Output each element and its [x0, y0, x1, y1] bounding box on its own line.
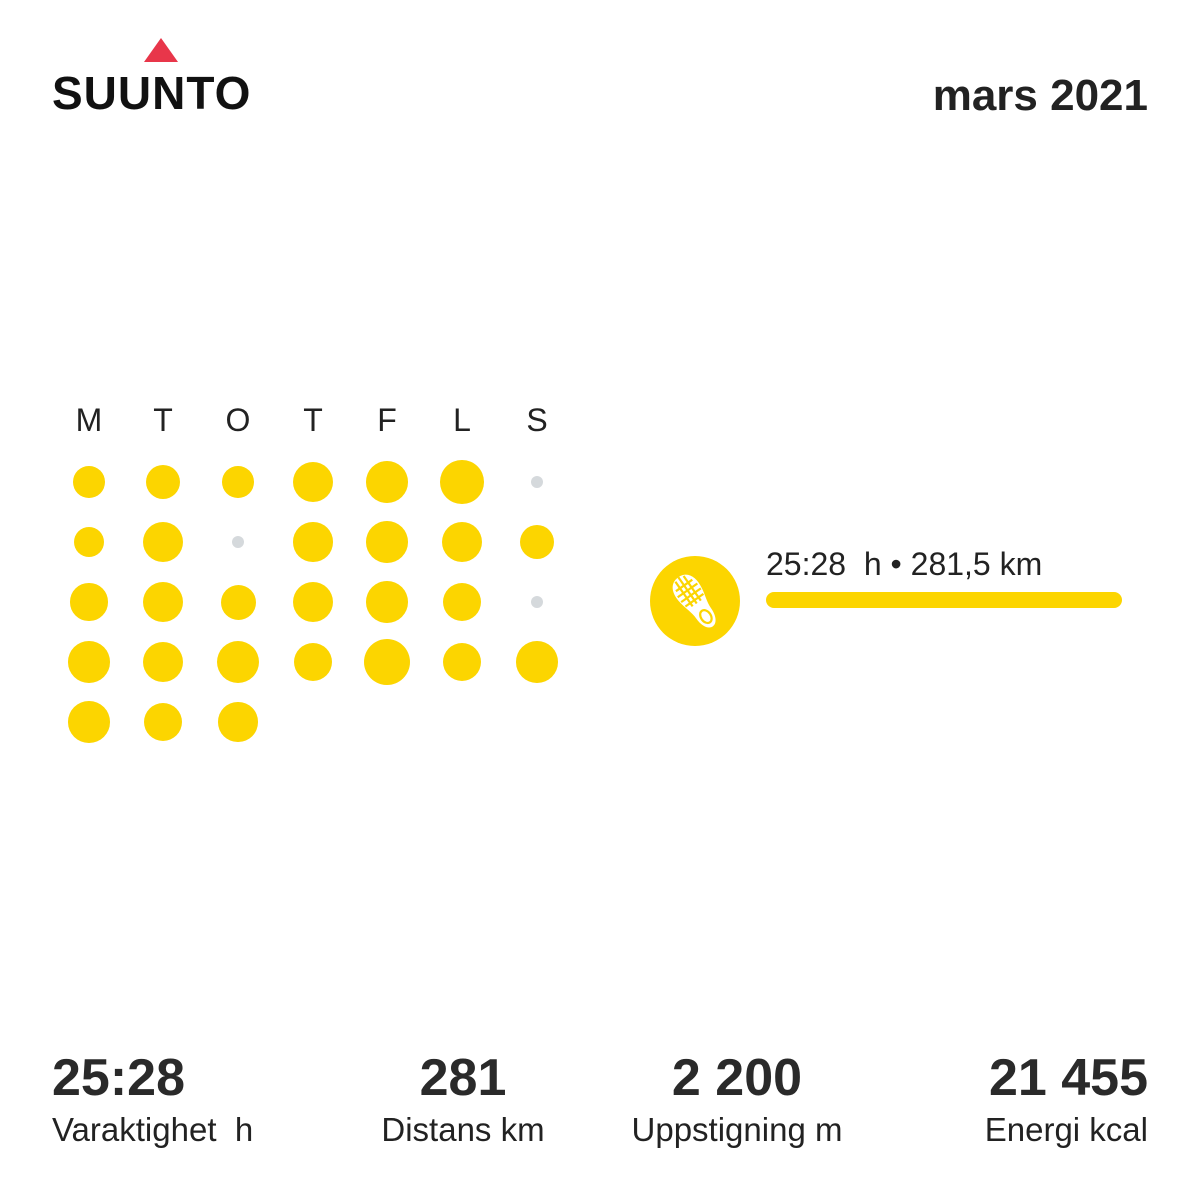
weekday-label: T	[303, 402, 323, 438]
activity-day-dot	[73, 526, 105, 558]
activity-day-dot	[292, 461, 334, 503]
stat-label: Energi kcal	[984, 1111, 1148, 1148]
rest-day-dot	[232, 536, 244, 548]
stat-value: 21 455	[988, 1049, 1148, 1107]
activity-day-dot	[516, 641, 558, 683]
activity-day-dot	[366, 521, 408, 563]
activity-distance: 281,5 km	[910, 546, 1043, 582]
activity-day-dot	[68, 701, 110, 743]
running-shoe-icon	[650, 556, 740, 646]
stat-label: Uppstigning m	[631, 1111, 843, 1148]
weekday-label: F	[377, 402, 397, 438]
rest-day-dot	[531, 476, 543, 488]
weekday-label: O	[225, 402, 251, 438]
activity-day-dot	[143, 702, 183, 742]
stat-value: 2 200	[671, 1049, 803, 1107]
activity-day-dot	[142, 521, 184, 563]
weekday-label: M	[75, 402, 103, 438]
suunto-logo: SUUNTO	[52, 38, 272, 118]
stat-value: 281	[419, 1049, 507, 1107]
weekday-label: S	[526, 402, 548, 438]
activity-day-dot	[216, 640, 260, 684]
activity-share-bar	[766, 592, 1122, 608]
activity-day-dot	[142, 641, 184, 683]
rest-day-dot	[531, 596, 543, 608]
activity-day-dot	[440, 460, 484, 504]
separator-dot: •	[890, 546, 902, 582]
activity-day-dot	[520, 525, 554, 559]
weekday-label: T	[153, 402, 173, 438]
stat-energy: 21 455 Energi kcal	[985, 1050, 1148, 1150]
activity-day-dot	[293, 642, 333, 682]
activity-share-bar-track	[766, 592, 1122, 608]
activity-day-dot	[442, 642, 482, 682]
month-title: mars 2021	[932, 71, 1148, 120]
activity-day-dot	[293, 522, 333, 562]
activity-day-dot	[68, 641, 110, 683]
stat-label: Varaktighet h	[52, 1111, 254, 1148]
activity-duration: 25:28	[766, 546, 847, 582]
activity-duration-unit: h	[863, 546, 882, 582]
activity-day-dot	[220, 584, 256, 620]
activity-day-dot	[292, 581, 334, 623]
activity-day-dot	[218, 702, 258, 742]
stat-duration: 25:28 Varaktighet h	[52, 1050, 253, 1150]
stat-ascent: 2 200 Uppstigning m	[632, 1050, 843, 1150]
brand-name: SUUNTO	[52, 67, 252, 119]
activity-day-dot	[146, 465, 180, 499]
stat-label: Distans km	[381, 1111, 545, 1148]
activity-summary: 25:28 h • 281,5 km	[650, 540, 1130, 650]
stat-distance: 281 Distans km	[381, 1050, 544, 1150]
activity-day-dot	[364, 639, 410, 685]
triangle-logo-icon	[144, 38, 178, 62]
activity-day-dot	[73, 466, 105, 498]
stat-value: 25:28	[52, 1049, 185, 1107]
activity-day-dot	[222, 466, 254, 498]
activity-totals: 25:28 h • 281,5 km	[766, 544, 1042, 584]
activity-day-dot	[366, 461, 408, 503]
activity-day-dot	[442, 582, 482, 622]
activity-day-dot	[366, 581, 408, 623]
activity-day-dot	[142, 581, 184, 623]
weekday-label: L	[453, 402, 471, 438]
activity-calendar: M T O T F L S	[52, 400, 572, 760]
activity-day-dot	[70, 583, 108, 621]
activity-day-dot	[441, 521, 483, 563]
